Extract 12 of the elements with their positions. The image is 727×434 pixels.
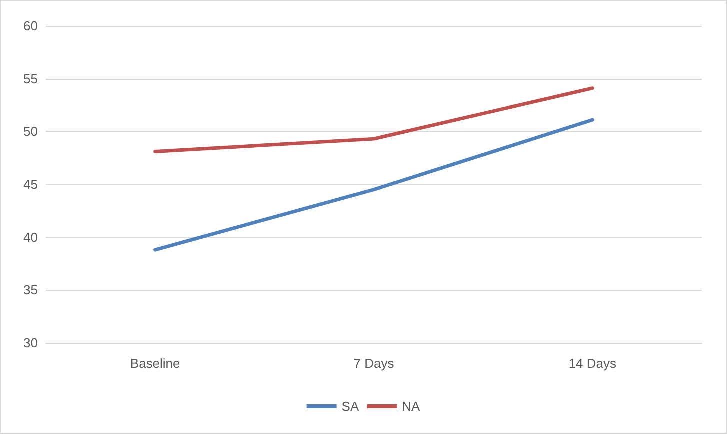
y-tick-label: 40 [24,230,38,245]
legend-label: NA [402,399,421,414]
y-tick-label: 55 [24,71,38,86]
legend-label: SA [342,399,360,414]
x-tick-label: 7 Days [354,356,395,371]
x-tick-label: Baseline [130,356,180,371]
y-tick-label: 60 [24,18,38,34]
y-tick-label: 30 [24,336,38,350]
y-tick-label: 35 [24,282,38,298]
y-tick-label: 50 [24,124,38,140]
x-tick-label: 14 Days [568,356,618,371]
y-tick-label: 45 [24,177,38,192]
